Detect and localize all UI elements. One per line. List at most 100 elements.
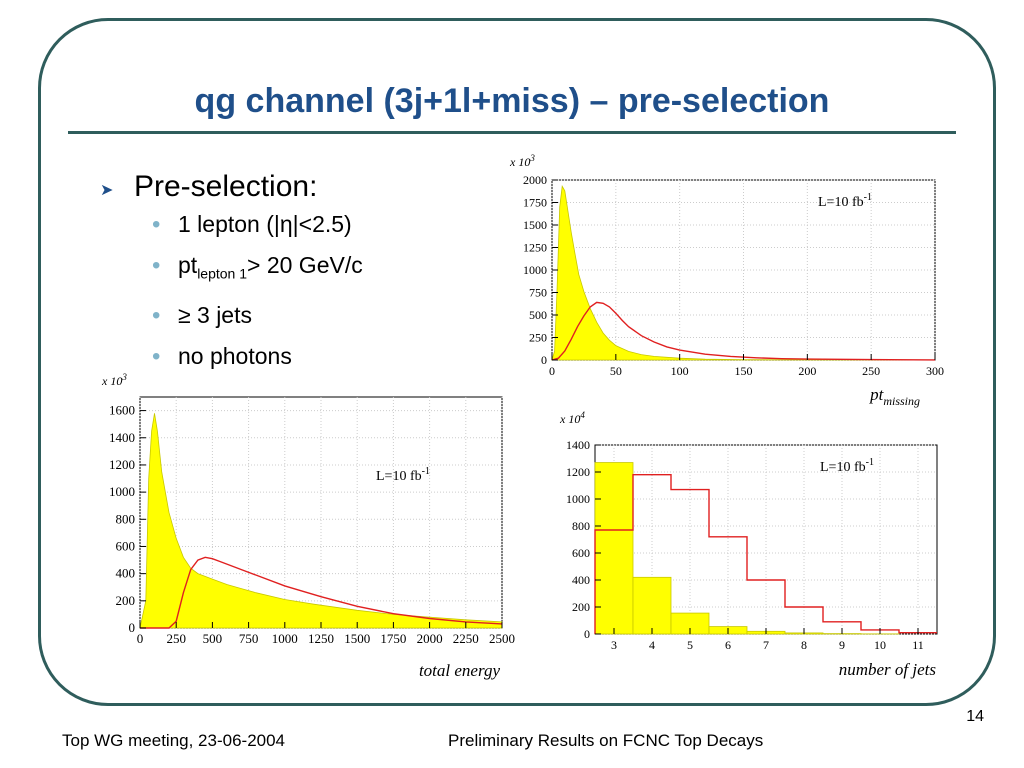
axis-multiplier-exponent: 3 [529, 153, 535, 163]
title-divider [68, 131, 956, 134]
x-tick-label: 50 [610, 364, 622, 378]
background-histogram [139, 413, 503, 629]
y-tick-label: 400 [572, 573, 590, 587]
histogram-bar [594, 462, 634, 635]
x-tick-label: 750 [239, 631, 259, 646]
x-axis-label: total energy [419, 661, 500, 680]
luminosity-annotation-sup: -1 [422, 466, 430, 477]
page-number: 14 [966, 708, 984, 725]
y-tick-label: 800 [116, 511, 136, 526]
dot-bullet-icon: • [152, 342, 161, 370]
sub-bullet-text: no photons [178, 342, 292, 369]
luminosity-annotation-sup: -1 [864, 192, 872, 203]
x-tick-label: 1500 [344, 631, 370, 646]
number-of-jets-histogram: 0 200 400 600 800 1000 1200 1400 3 4 5 6 7 8 9 10 11 x 10… [559, 410, 938, 679]
footer-meeting: Top WG meeting, 23-06-2004 [62, 731, 286, 750]
sub-bullet-photons: • no photons [152, 336, 363, 377]
signal-histogram [551, 301, 936, 361]
bullet-list: ➤ Pre-selection: • 1 lepton (|η|<2.5) • … [100, 170, 363, 377]
x-tick-label: 150 [735, 364, 753, 378]
dot-bullet-icon: • [152, 252, 161, 279]
y-tick-label: 750 [529, 286, 547, 300]
sub-bullet-subscript: lepton 1 [197, 265, 248, 282]
y-tick-label: 500 [529, 308, 547, 322]
x-tick-label: 2250 [453, 631, 479, 646]
y-tick-label: 0 [541, 353, 547, 367]
y-tick-label: 400 [116, 566, 136, 581]
bullet-main: ➤ Pre-selection: [100, 170, 363, 204]
slide-title: qg channel (3j+1l+miss) – pre-selection [194, 82, 830, 120]
signal-histogram [140, 556, 503, 629]
x-tick-label: 2500 [489, 631, 515, 646]
y-tick-label: 1200 [109, 457, 135, 472]
sub-bullet-pt: • ptlepton 1> 20 GeV/c [152, 245, 363, 295]
x-tick-label: 8 [801, 638, 807, 652]
footer-title: Preliminary Results on FCNC Top Decays [448, 731, 764, 750]
sub-bullet-text: pt [178, 252, 198, 278]
arrow-bullet-icon: ➤ [100, 182, 114, 199]
y-tick-label: 200 [116, 593, 136, 608]
sub-bullet-jets: • ≥ 3 jets [152, 295, 363, 336]
y-tick-label: 1000 [566, 492, 590, 506]
x-axis-label-subscript: missing [883, 394, 920, 408]
slide-frame [38, 18, 996, 706]
x-tick-label: 500 [203, 631, 223, 646]
y-tick-label: 0 [129, 620, 136, 635]
signal-histogram [594, 474, 937, 634]
y-tick-label: 200 [572, 600, 590, 614]
y-tick-label: 1750 [523, 196, 547, 210]
x-tick-label: 300 [926, 364, 944, 378]
y-tick-label: 1200 [566, 465, 590, 479]
sub-bullet-text: 1 lepton (|η|<2.5) [178, 211, 352, 237]
luminosity-annotation: L=10 fb-1 [820, 457, 874, 475]
y-tick-label: 1600 [109, 403, 135, 418]
axis-multiplier: x 104 [559, 410, 585, 426]
y-tick-label: 800 [572, 519, 590, 533]
x-tick-label: 2000 [417, 631, 443, 646]
y-tick-label: 600 [572, 546, 590, 560]
y-tick-label: 1500 [523, 218, 547, 232]
y-tick-label: 600 [116, 538, 136, 553]
dot-bullet-icon: • [152, 301, 161, 329]
bullet-main-text: Pre-selection: [134, 170, 318, 203]
axis-multiplier: x 103 [101, 372, 127, 388]
luminosity-annotation: L=10 fb-1 [818, 192, 872, 210]
sub-bullet-lepton: • 1 lepton (|η|<2.5) [152, 204, 363, 245]
ptmissing-histogram: 0 250 500 750 1000 1250 1500 1750 2000 0 50 100 150 2… [509, 153, 944, 408]
x-tick-label: 250 [862, 364, 880, 378]
y-tick-label: 1400 [109, 430, 135, 445]
histogram-bar [632, 576, 672, 635]
x-tick-label: 1250 [308, 631, 334, 646]
axis-multiplier-exponent: 3 [121, 372, 127, 382]
x-tick-label: 0 [549, 364, 555, 378]
x-tick-label: 3 [611, 638, 617, 652]
x-tick-label: 7 [763, 638, 769, 652]
x-tick-label: 0 [137, 631, 144, 646]
axis-multiplier: x 103 [509, 153, 535, 169]
x-tick-label: 100 [671, 364, 689, 378]
sub-bullet-text: ≥ 3 jets [178, 301, 252, 328]
axis-multiplier-exponent: 4 [580, 410, 585, 420]
x-tick-label: 10 [874, 638, 886, 652]
x-tick-label: 4 [649, 638, 655, 652]
background-histogram [551, 185, 936, 361]
y-tick-label: 1000 [109, 484, 135, 499]
y-tick-label: 1250 [523, 241, 547, 255]
y-tick-label: 1400 [566, 438, 590, 452]
x-tick-label: 1750 [380, 631, 406, 646]
x-tick-label: 250 [166, 631, 186, 646]
x-axis-label: number of jets [839, 660, 937, 679]
y-tick-label: 1000 [523, 263, 547, 277]
dot-bullet-icon: • [152, 211, 161, 238]
sub-bullet-text: > 20 GeV/c [247, 252, 363, 278]
x-tick-label: 6 [725, 638, 731, 652]
x-tick-label: 1000 [272, 631, 298, 646]
total-energy-histogram: 0 200 400 600 800 1000 1200 1400 1600 0 250 500 750 1… [101, 372, 515, 680]
luminosity-annotation: L=10 fb-1 [376, 466, 430, 484]
x-tick-label: 11 [912, 638, 924, 652]
x-tick-label: 9 [839, 638, 845, 652]
x-tick-label: 5 [687, 638, 693, 652]
luminosity-annotation-sup: -1 [866, 457, 874, 468]
y-tick-label: 0 [584, 627, 590, 641]
x-tick-label: 200 [798, 364, 816, 378]
